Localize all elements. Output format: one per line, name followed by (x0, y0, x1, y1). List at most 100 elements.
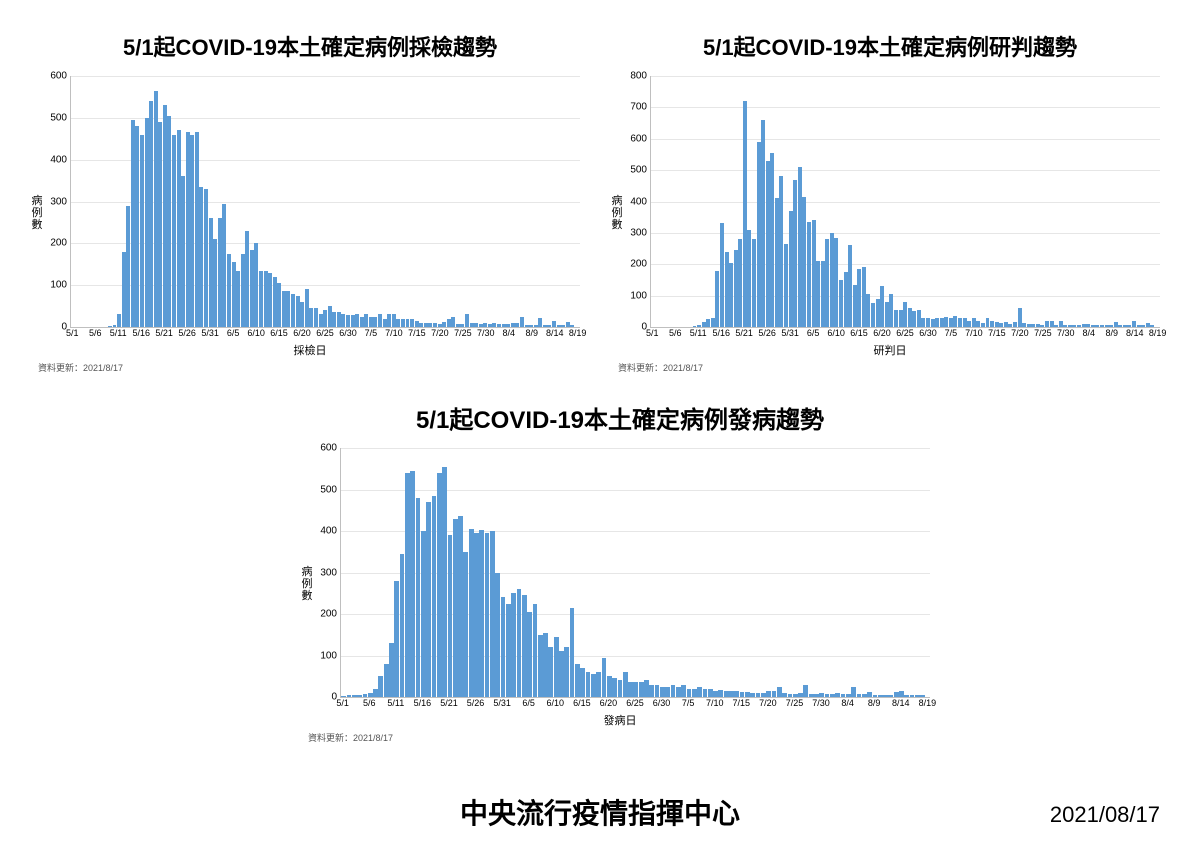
y-tick-label: 700 (630, 102, 651, 113)
x-tick-label: 5/26 (467, 698, 485, 708)
bar (697, 687, 702, 697)
bar (766, 161, 770, 327)
bar (309, 308, 313, 327)
x-tick-label: 7/5 (945, 328, 958, 338)
bar (729, 691, 734, 697)
bar (213, 239, 217, 327)
bar (747, 230, 751, 327)
bar (1086, 324, 1090, 327)
bar (485, 533, 490, 697)
bar (1022, 323, 1026, 327)
x-tick-label: 5/16 (132, 328, 150, 338)
bar (715, 271, 719, 327)
bar (357, 695, 362, 697)
bar (926, 318, 930, 327)
bar (857, 694, 862, 697)
bar (426, 502, 431, 697)
x-tick-label: 5/11 (110, 328, 127, 338)
x-tick-label: 7/30 (477, 328, 495, 338)
bar (999, 323, 1003, 327)
bar (853, 285, 857, 327)
x-tick-label: 6/15 (850, 328, 868, 338)
x-tick-label: 5/31 (781, 328, 799, 338)
bar (777, 687, 782, 697)
bar (465, 314, 469, 327)
x-axis-label: 研判日 (610, 342, 1170, 358)
plot-box: 0100200300400500600 (340, 448, 930, 698)
x-tick-label: 6/30 (919, 328, 937, 338)
bar (770, 153, 774, 327)
bar (406, 319, 410, 327)
bar (1068, 325, 1072, 328)
bar (793, 694, 798, 697)
x-axis-label: 採檢日 (30, 342, 590, 358)
bar (1132, 321, 1136, 327)
bar (405, 473, 410, 697)
bar (492, 323, 496, 327)
y-axis-label: 病例數 (30, 195, 44, 231)
bar (814, 694, 819, 697)
bar (756, 693, 761, 697)
bar (186, 132, 190, 327)
x-tick-label: 5/1 (646, 328, 659, 338)
bar (846, 694, 851, 697)
bar (515, 323, 519, 327)
bar (949, 318, 953, 327)
bars-container (341, 448, 930, 697)
bar (871, 303, 875, 327)
bar (639, 682, 644, 697)
bar (195, 132, 199, 327)
bar (410, 471, 415, 697)
bar (1077, 325, 1081, 328)
x-tick-label: 8/19 (569, 328, 587, 338)
bar (880, 286, 884, 327)
bar (442, 467, 447, 697)
bar (915, 695, 920, 697)
bar (227, 254, 231, 327)
bar (561, 325, 565, 327)
bar (122, 252, 126, 327)
bar (566, 322, 570, 327)
bar (296, 296, 300, 327)
bar (1031, 324, 1035, 327)
x-tick-label: 6/5 (227, 328, 240, 338)
bar (703, 689, 708, 697)
bar (908, 308, 912, 327)
bar (720, 223, 724, 327)
bar (453, 519, 458, 697)
x-tick-label: 5/21 (735, 328, 753, 338)
bar (428, 323, 432, 327)
bar (580, 668, 585, 697)
bar (534, 325, 538, 327)
bar (364, 314, 368, 327)
bar (424, 323, 428, 327)
x-tick-label: 5/31 (201, 328, 219, 338)
bar (841, 694, 846, 697)
bar (282, 291, 286, 327)
x-tick-label: 7/25 (786, 698, 804, 708)
bar (825, 694, 830, 697)
x-tick-label: 6/10 (247, 328, 265, 338)
bar (437, 473, 442, 697)
bar (135, 126, 139, 327)
bar (591, 674, 596, 697)
bar (1150, 325, 1154, 327)
bar (1045, 321, 1049, 327)
x-tick-label: 8/19 (1149, 328, 1167, 338)
bar (920, 695, 925, 697)
bar (332, 312, 336, 327)
bar (687, 689, 692, 697)
bar (286, 291, 290, 327)
bar (917, 310, 921, 327)
bar (373, 689, 378, 697)
bar (761, 120, 765, 327)
bar (538, 318, 542, 327)
bar (273, 277, 277, 327)
bar (140, 135, 144, 327)
bar (706, 319, 710, 327)
bar (990, 321, 994, 327)
bar (394, 581, 399, 697)
bar (432, 496, 437, 697)
bar (410, 319, 414, 327)
bar (1063, 325, 1067, 328)
